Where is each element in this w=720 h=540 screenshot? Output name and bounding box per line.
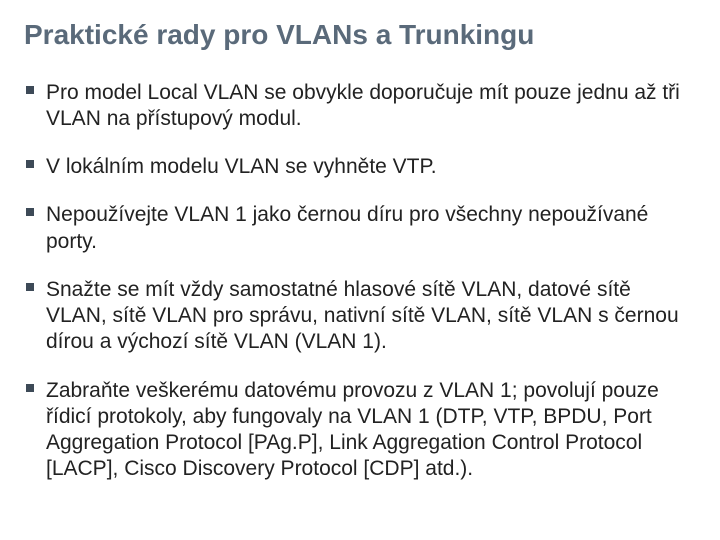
bullet-text: Pro model Local VLAN se obvykle doporuču… bbox=[46, 81, 680, 130]
bullet-text: Nepoužívejte VLAN 1 jako černou díru pro… bbox=[46, 203, 648, 252]
list-item: Zabraňte veškerému datovému provozu z VL… bbox=[24, 378, 688, 483]
list-item: Snažte se mít vždy samostatné hlasové sí… bbox=[24, 277, 688, 356]
bullet-text: V lokálním modelu VLAN se vyhněte VTP. bbox=[46, 155, 437, 178]
list-item: Pro model Local VLAN se obvykle doporuču… bbox=[24, 80, 688, 133]
list-item: Nepoužívejte VLAN 1 jako černou díru pro… bbox=[24, 202, 688, 255]
list-item: V lokálním modelu VLAN se vyhněte VTP. bbox=[24, 154, 688, 180]
slide: Praktické rady pro VLANs a Trunkingu Pro… bbox=[0, 0, 720, 540]
bullet-list: Pro model Local VLAN se obvykle doporuču… bbox=[24, 80, 688, 483]
slide-title: Praktické rady pro VLANs a Trunkingu bbox=[24, 18, 688, 52]
bullet-text: Snažte se mít vždy samostatné hlasové sí… bbox=[46, 278, 679, 354]
bullet-text: Zabraňte veškerému datovému provozu z VL… bbox=[46, 379, 659, 481]
